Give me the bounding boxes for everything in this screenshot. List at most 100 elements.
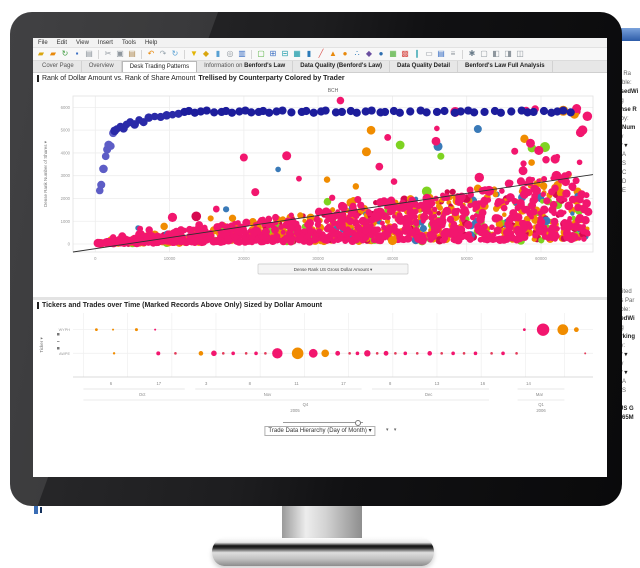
settings-icon[interactable]: ✱ bbox=[468, 49, 476, 58]
bar-chart-icon[interactable]: ▮ bbox=[306, 49, 312, 58]
trade-cloud-points[interactable] bbox=[93, 105, 593, 248]
hierarchy-slider-handle[interactable] bbox=[355, 420, 361, 426]
svg-text:16: 16 bbox=[480, 381, 485, 386]
layout-split-icon[interactable]: ◫ bbox=[516, 49, 524, 58]
pie-chart-icon[interactable]: ● bbox=[342, 49, 348, 58]
hierarchy-slider-label[interactable]: Trade Data Hierarchy (Day of Month) ▾ bbox=[264, 426, 376, 436]
menu-item-view[interactable]: View bbox=[76, 39, 89, 46]
map-chart-icon[interactable]: ● bbox=[378, 49, 384, 58]
menu-item-insert[interactable]: Insert bbox=[97, 39, 113, 46]
legend-fragment: mited bbox=[617, 289, 632, 295]
parallel-coordinates-icon[interactable]: ∥ bbox=[415, 49, 419, 58]
new-page-icon[interactable]: ▢ bbox=[257, 49, 265, 58]
table-icon[interactable]: ⊞ bbox=[269, 49, 277, 58]
tab-information-on-benford-s-law[interactable]: Information on Benford's Law bbox=[197, 61, 294, 72]
hierarchy-slider-step-buttons[interactable]: ▾ ▾ bbox=[386, 427, 399, 433]
layout-right-icon[interactable]: ◨ bbox=[504, 49, 512, 58]
toolbar: ▰ ▰ ↻ ▪ ▤ ✂ ▣ ▤ ↶ ↷ ↻ ▼ ◆ ▮ ◎ ▥ ▢ ⊞ ⊟ ▦ ▮ ╱ ▲ ● ∴ ◆ ● ▦ ▩ ∥ ▭ ▤ ≡ ✱ ▢ ◧ ◨ ◫ bbox=[33, 48, 607, 61]
graphical-table-icon[interactable]: ▦ bbox=[293, 49, 301, 58]
cut-icon[interactable]: ✂ bbox=[104, 49, 112, 58]
tab-desk-trading-patterns[interactable]: Desk Trading Patterns bbox=[121, 61, 198, 72]
chevron-down-icon: ▾ bbox=[368, 428, 372, 434]
heat-map-icon[interactable]: ▩ bbox=[401, 49, 409, 58]
svg-text:30000: 30000 bbox=[312, 256, 324, 261]
line-chart-icon[interactable]: ╱ bbox=[318, 49, 324, 58]
ticker-time-plot[interactable]: WYPH AWPE Ticker ▾ 6 17 3 8 11 17 8 13 16 14 Oct Nov De… bbox=[33, 311, 607, 413]
cross-table-icon[interactable]: ⊟ bbox=[281, 49, 289, 58]
tab-data-quality-benford-s-law-[interactable]: Data Quality (Benford's Law) bbox=[293, 61, 390, 72]
filters-icon[interactable]: ▼ bbox=[190, 49, 198, 58]
viz-divider[interactable] bbox=[33, 297, 607, 300]
summary-table-icon[interactable]: ▤ bbox=[437, 49, 445, 58]
tags-icon[interactable]: ◆ bbox=[202, 49, 210, 58]
copy-icon[interactable]: ▣ bbox=[116, 49, 124, 58]
box-plot-icon[interactable]: ▭ bbox=[425, 49, 433, 58]
svg-text:2006: 2006 bbox=[536, 408, 546, 413]
text-area-icon[interactable]: ≡ bbox=[450, 49, 456, 58]
tab-cover-page[interactable]: Cover Page bbox=[35, 61, 82, 72]
layout-single-icon[interactable]: ▢ bbox=[480, 49, 488, 58]
find-icon[interactable]: ◎ bbox=[226, 49, 234, 58]
trellis-header: BCH bbox=[328, 88, 339, 94]
row-labels: WYPH AWPE bbox=[59, 328, 71, 356]
ticker-axis-selector[interactable]: Ticker ▾ bbox=[39, 336, 44, 352]
tab-overview[interactable]: Overview bbox=[81, 61, 122, 72]
3d-scatter-plot-icon[interactable]: ◆ bbox=[365, 49, 373, 58]
menu-item-tools[interactable]: Tools bbox=[121, 39, 136, 46]
save-icon[interactable]: ▪ bbox=[75, 49, 79, 58]
refresh-icon[interactable]: ↻ bbox=[61, 49, 69, 58]
tab-data-quality-detail[interactable]: Data Quality Detail bbox=[390, 61, 459, 72]
combination-chart-icon[interactable]: ▲ bbox=[329, 49, 337, 58]
menu-item-edit[interactable]: Edit bbox=[56, 39, 68, 46]
background-window-fragment bbox=[40, 507, 42, 513]
screen: File Edit View Insert Tools Help ▰ ▰ ↻ ▪ ▤ ✂ ▣ ▤ ↶ ↷ ↻ ▼… bbox=[33, 38, 607, 477]
svg-text:10000: 10000 bbox=[164, 256, 176, 261]
toolbar-separator bbox=[98, 49, 99, 59]
axis-ticks: 0 10000 20000 30000 40000 50000 60000 0 1000 2000… bbox=[61, 105, 548, 261]
bookmarks-icon[interactable]: ▮ bbox=[215, 49, 221, 58]
saturation-curve-points[interactable] bbox=[95, 106, 575, 195]
paste-icon[interactable]: ▤ bbox=[128, 49, 136, 58]
axis-scroll-buttons[interactable] bbox=[57, 333, 60, 350]
reload-data-icon[interactable]: ↻ bbox=[171, 49, 179, 58]
trade-points[interactable] bbox=[95, 323, 587, 360]
open-icon[interactable]: ▰ bbox=[37, 49, 45, 58]
legend-fragment: er ▾ bbox=[617, 352, 628, 358]
print-icon[interactable]: ▤ bbox=[85, 49, 93, 58]
viz-title-bar-icon bbox=[37, 302, 39, 309]
hierarchy-slider-track[interactable] bbox=[283, 422, 363, 423]
scatter-plot-rank[interactable]: BCH 0 10000 20000 30000 40000 50000 60000 0 1000 2… bbox=[33, 84, 607, 283]
toolbar-separator bbox=[462, 49, 463, 59]
monitor-stand-base bbox=[212, 538, 434, 566]
svg-text:3: 3 bbox=[205, 381, 208, 386]
scatter-plot-icon[interactable]: ∴ bbox=[354, 49, 360, 58]
x-axis-selector[interactable]: Dense Rank US Gross Dollar Amount ▾ bbox=[257, 263, 409, 275]
svg-text:13: 13 bbox=[435, 381, 440, 386]
redo-icon[interactable]: ↷ bbox=[159, 49, 167, 58]
svg-text:60000: 60000 bbox=[535, 256, 547, 261]
time-axis: 6 17 3 8 11 17 8 13 16 14 Oct Nov Dec Mar Q4 Q1 2005 2006 bbox=[83, 381, 565, 413]
add-data-table-icon[interactable]: ▰ bbox=[49, 49, 57, 58]
svg-text:4000: 4000 bbox=[61, 150, 71, 155]
tab-benford-s-law-full-analysis[interactable]: Benford's Law Full Analysis bbox=[458, 61, 553, 72]
layout-left-icon[interactable]: ◧ bbox=[492, 49, 500, 58]
legend-fragment: table: bbox=[617, 80, 632, 86]
viz1-title: Rank of Dollar Amount vs. Rank of Share … bbox=[33, 73, 607, 84]
svg-text:40000: 40000 bbox=[387, 256, 399, 261]
legend-fragment: 2.65M bbox=[617, 415, 634, 421]
svg-text:5000: 5000 bbox=[61, 128, 71, 133]
svg-text:17: 17 bbox=[341, 381, 346, 386]
details-on-demand-icon[interactable]: ▥ bbox=[238, 49, 246, 58]
svg-text:6000: 6000 bbox=[61, 105, 71, 110]
undo-icon[interactable]: ↶ bbox=[147, 49, 155, 58]
y-axis-selector[interactable]: Dense Rank Number of Shares ▾ bbox=[43, 140, 48, 207]
toolbar-separator bbox=[141, 49, 142, 59]
plot-border bbox=[72, 95, 594, 253]
svg-text:11: 11 bbox=[294, 381, 299, 386]
menu-item-file[interactable]: File bbox=[38, 39, 48, 46]
legend-fragment: nsedWi bbox=[617, 89, 639, 95]
treemap-icon[interactable]: ▦ bbox=[389, 49, 397, 58]
menu-item-help[interactable]: Help bbox=[144, 39, 158, 46]
svg-text:Dec: Dec bbox=[425, 392, 432, 397]
viz1-title-text: Rank of Dollar Amount vs. Rank of Share … bbox=[42, 75, 196, 82]
